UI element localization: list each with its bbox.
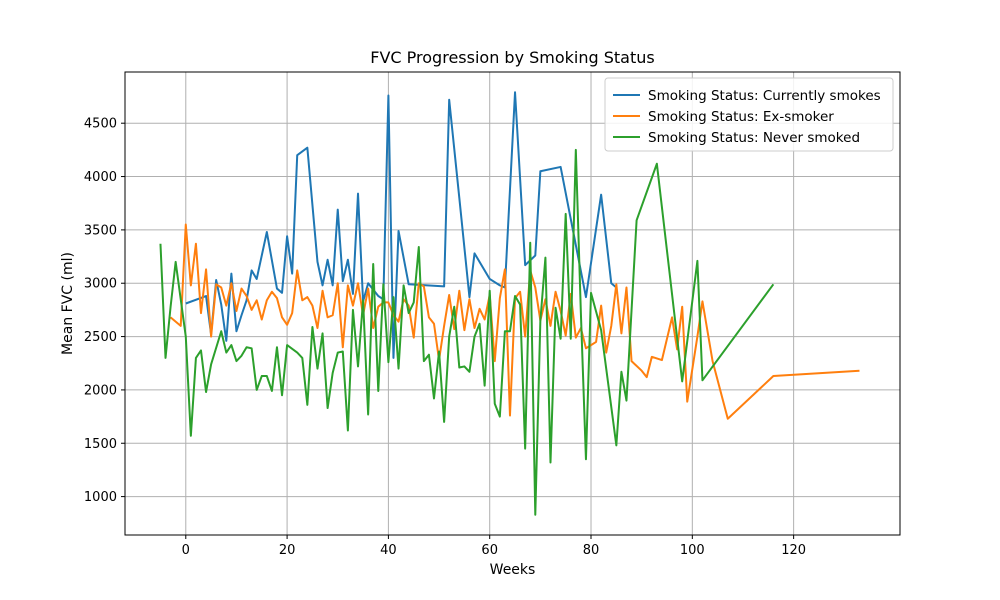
- x-tick-label: 20: [279, 543, 296, 558]
- y-tick-label: 2500: [84, 330, 117, 345]
- x-tick-label: 120: [781, 543, 806, 558]
- legend-label-3: Smoking Status: Never smoked: [648, 130, 860, 146]
- x-tick-label: 60: [481, 543, 498, 558]
- chart-title: FVC Progression by Smoking Status: [370, 48, 654, 67]
- series-lines: [159, 91, 860, 516]
- x-tick-label: 100: [680, 543, 705, 558]
- legend-label-1: Smoking Status: Currently smokes: [648, 88, 881, 104]
- y-tick-label: 3500: [84, 223, 117, 238]
- y-axis-label: Mean FVC (ml): [60, 252, 76, 355]
- x-axis-label: Weeks: [490, 562, 536, 578]
- x-tick-label: 40: [380, 543, 397, 558]
- y-tick-label: 4500: [84, 117, 117, 132]
- series-line-3: [159, 148, 775, 516]
- y-tick-label: 1000: [84, 490, 117, 505]
- legend: Smoking Status: Currently smokes Smoking …: [604, 77, 894, 152]
- plot-frame: [124, 71, 901, 536]
- legend-box: [604, 77, 894, 152]
- x-tick-label: 80: [583, 543, 600, 558]
- y-tick-label: 1500: [84, 437, 117, 452]
- y-tick-label: 2000: [84, 383, 117, 398]
- y-tick-label: 3000: [84, 277, 117, 292]
- axis-ticks: 0 20 40 60 80 100 120 1000 1500 2000 2500 3000 3500 4…: [84, 117, 806, 558]
- series-line-1: [185, 91, 617, 359]
- x-tick-label: 0: [182, 543, 190, 558]
- legend-label-2: Smoking Status: Ex-smoker: [648, 109, 834, 125]
- y-tick-label: 4000: [84, 170, 117, 185]
